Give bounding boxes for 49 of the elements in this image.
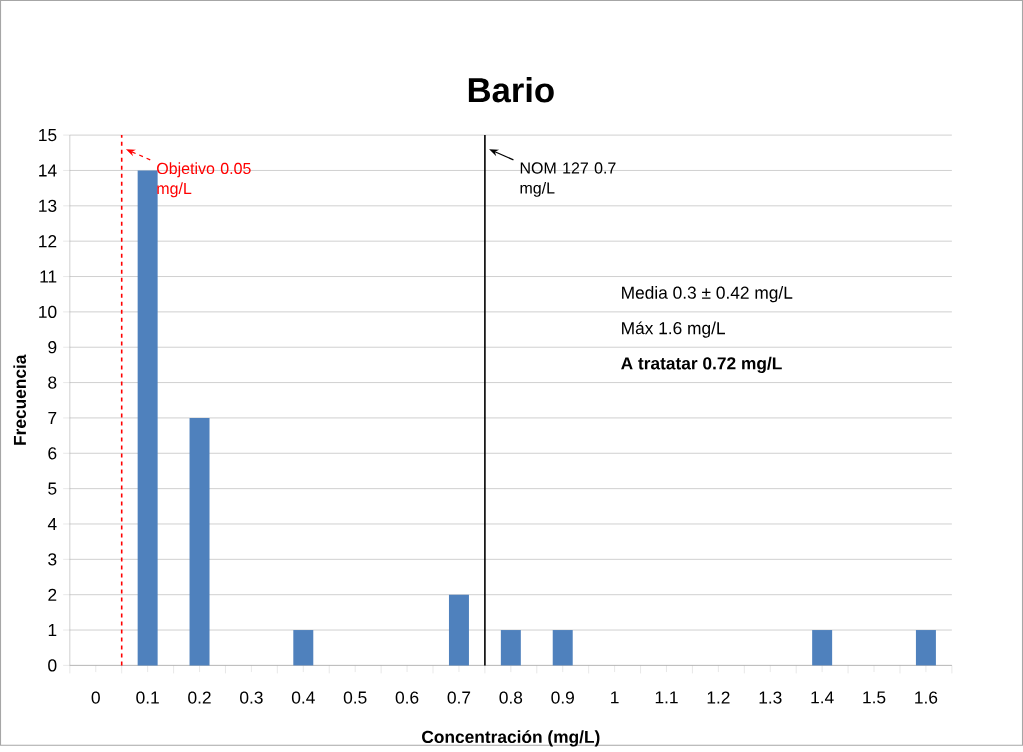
y-tick-label: 0 [48,659,57,672]
x-tick-label: 1.2 [707,691,730,704]
y-tick-label: 1 [48,623,57,636]
x-tick-label: 0.4 [291,691,315,704]
y-tick-label: 2 [48,588,57,601]
ref-line-label: NOM 127 0.7 mg/L [520,162,616,197]
bar [500,629,521,666]
x-tick-label: 0.5 [343,691,367,704]
bar [189,417,210,666]
x-tick-label: 1.3 [759,691,782,704]
bar [293,629,314,666]
x-tick-label: 1 [611,691,619,704]
x-axis-title: Concentración (mg/L) [422,730,600,747]
x-tick-label: 0.9 [551,691,574,704]
x-tick-label: 0.7 [447,691,471,704]
x-tick-label: 0.2 [188,691,211,704]
bar [812,629,833,666]
y-tick-label: 4 [47,517,57,530]
bar [137,170,158,666]
y-tick-label: 8 [48,376,57,389]
bar [552,629,573,666]
x-tick-label: 1.5 [863,691,886,704]
bar [448,594,469,666]
y-tick-label: 12 [39,234,57,248]
y-tick-label: 7 [48,411,57,424]
x-tick-label: 1.1 [655,691,678,704]
annotation: Media 0.3 ± 0.42 mg/L [622,285,793,303]
y-tick-label: 14 [39,164,57,177]
x-tick-label: 0 [91,691,100,704]
ref-line-label: Objetivo 0.05 mg/L [157,162,251,198]
x-tick-label: 0.3 [240,691,263,704]
y-tick-label: 6 [48,447,57,460]
y-tick-label: 11 [40,270,57,283]
x-tick-label: 0.6 [395,691,419,704]
x-tick-label: 0.8 [499,691,523,704]
y-tick-label: 10 [39,305,57,318]
y-tick-label: 5 [48,482,57,495]
y-axis-title: Frecuencia [13,354,27,445]
bar [915,629,936,666]
y-tick-label: 3 [48,553,57,566]
y-tick-label: 15 [39,128,57,142]
annotation: A tratatar 0.72 mg/L [621,356,782,373]
x-tick-label: 1.4 [811,691,834,704]
y-tick-label: 9 [48,340,57,354]
x-tick-label: 1.6 [915,691,938,704]
y-tick-label: 13 [39,199,57,212]
chart-title: Bario [468,76,554,103]
annotation: Máx 1.6 mg/L [622,321,725,338]
x-tick-label: 0.1 [136,691,159,704]
